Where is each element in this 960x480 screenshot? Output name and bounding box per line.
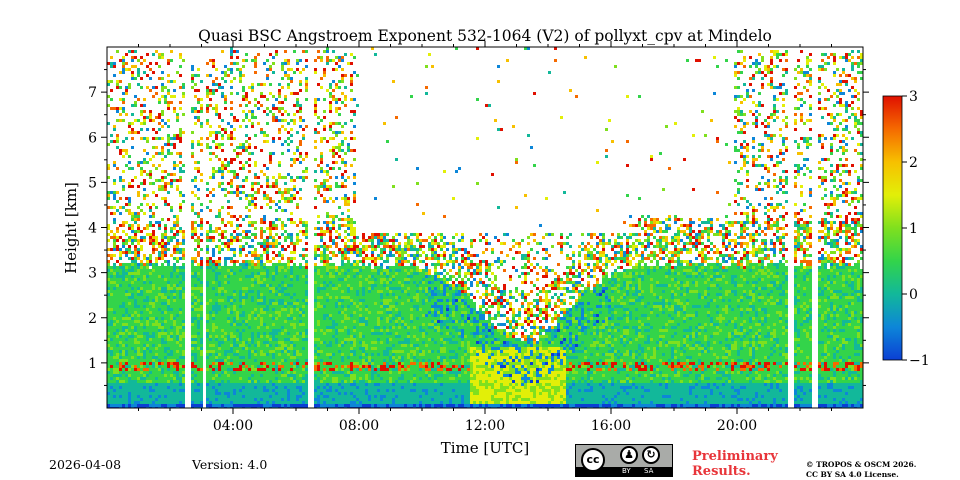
sa-label: SA <box>644 467 654 475</box>
colorbar-gradient <box>882 95 903 361</box>
x-axis-label: Time [UTC] <box>441 439 530 457</box>
y-axis-label: Height [km] <box>62 182 80 274</box>
by-icon: ♟ <box>620 446 638 464</box>
colorbar-ticks: 3 2 1 0 −1 <box>902 89 930 369</box>
cc-text: cc <box>586 453 600 466</box>
heatmap-cells <box>107 47 863 408</box>
preliminary-line-2: Results. <box>692 464 751 479</box>
date-label: 2026-04-08 <box>49 457 122 472</box>
colorbar-tick-label: 0 <box>909 287 918 303</box>
chart-title: Quasi BSC Angstroem Exponent 532-1064 (V… <box>198 27 772 45</box>
y-tick-label: 2 <box>88 311 97 327</box>
copyright-line-1: © TROPOS & OSCM 2026. <box>806 460 917 469</box>
by-label: BY <box>622 467 631 475</box>
colorbar-tick-label: 1 <box>909 221 918 237</box>
colorbar: 3 2 1 0 −1 <box>882 89 930 369</box>
y-tick-label: 7 <box>88 85 97 101</box>
copyright-note: © TROPOS & OSCM 2026. CC BY SA 4.0 Licen… <box>806 460 916 480</box>
colorbar-tick-label: 3 <box>909 89 918 105</box>
x-tick-label: 20:00 <box>717 418 757 434</box>
x-tick-label: 12:00 <box>465 418 505 434</box>
y-tick-label: 3 <box>88 266 97 282</box>
sa-icon: ↻ <box>642 446 660 464</box>
x-axis: 04:00 08:00 12:00 16:00 20:00 <box>138 41 832 434</box>
y-tick-label: 6 <box>88 130 97 146</box>
y-tick-label: 5 <box>88 175 97 191</box>
x-tick-label: 04:00 <box>213 418 253 434</box>
y-tick-label: 4 <box>88 221 97 237</box>
preliminary-line-1: Preliminary <box>692 449 778 464</box>
colorbar-tick-label: 2 <box>909 155 918 171</box>
plot-area <box>107 47 863 408</box>
y-axis: 1 2 3 4 5 6 7 <box>88 69 869 386</box>
x-tick-label: 16:00 <box>591 418 631 434</box>
y-tick-label: 1 <box>88 356 97 372</box>
cc-icon: cc <box>581 448 605 472</box>
copyright-line-2: CC BY SA 4.0 License. <box>806 470 899 479</box>
colorbar-tick-label: −1 <box>909 353 930 369</box>
preliminary-note: Preliminary Results. <box>692 449 778 479</box>
version-label: Version: 4.0 <box>192 457 268 472</box>
x-tick-label: 08:00 <box>339 418 379 434</box>
license-badge[interactable]: cc ♟ ↻ BY SA <box>575 444 673 477</box>
